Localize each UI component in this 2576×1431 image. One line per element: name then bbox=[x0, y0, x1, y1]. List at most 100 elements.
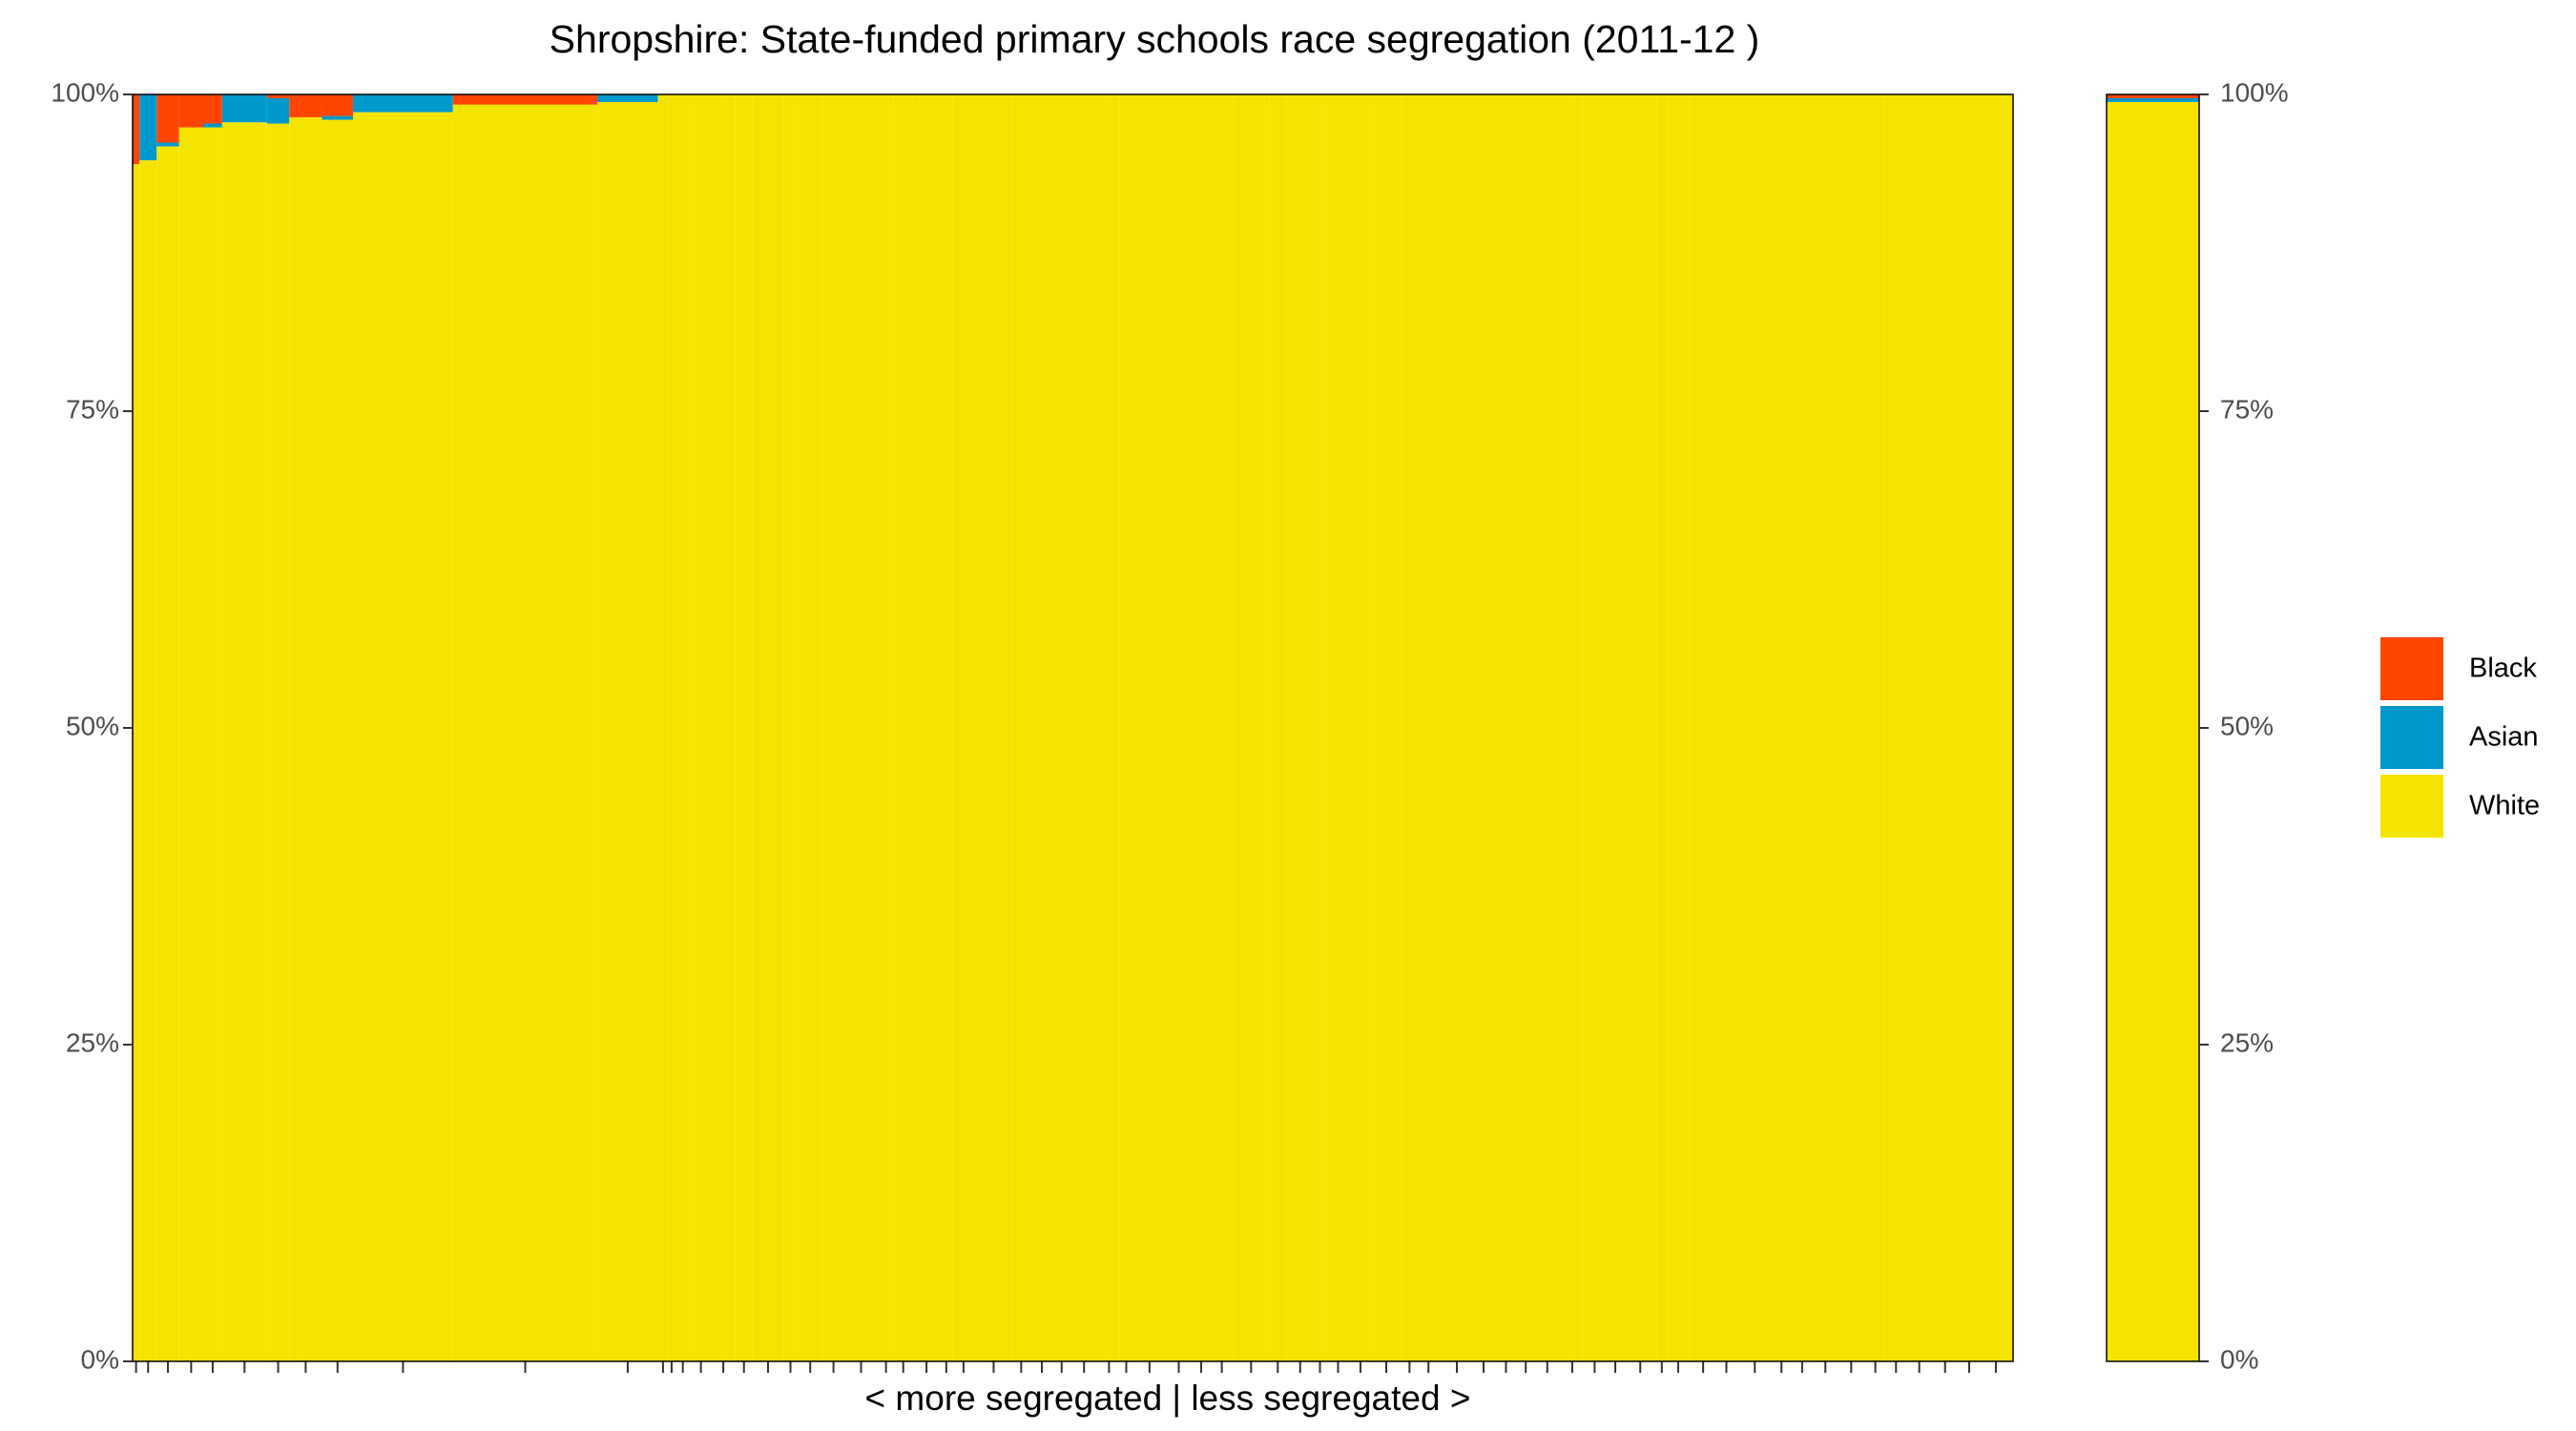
bar-segment bbox=[1562, 94, 1583, 1361]
bar-segment bbox=[912, 94, 941, 1361]
bar-segment bbox=[1029, 94, 1054, 1361]
bar-segment bbox=[1233, 94, 1270, 1361]
bar-segment bbox=[1192, 94, 1211, 1361]
bar-segment bbox=[1012, 94, 1030, 1361]
y-tick-label: 100% bbox=[51, 77, 119, 107]
bar-segment bbox=[289, 94, 322, 117]
y-tick-label: 0% bbox=[81, 1344, 119, 1374]
bar-segment bbox=[221, 122, 267, 1361]
y2-tick-label: 75% bbox=[2220, 394, 2274, 424]
bar-segment bbox=[266, 123, 290, 1362]
bar-segment bbox=[974, 94, 1013, 1361]
y2-tick-label: 50% bbox=[2220, 711, 2274, 740]
bar-segment bbox=[1607, 94, 1625, 1361]
bar-segment bbox=[1930, 94, 1961, 1361]
bar-segment bbox=[1325, 94, 1351, 1361]
bar-segment bbox=[1119, 94, 1133, 1361]
y-tick-label: 50% bbox=[66, 711, 119, 740]
bar-segment bbox=[711, 94, 736, 1361]
legend-key bbox=[2380, 637, 2443, 700]
legend-label: White bbox=[2469, 791, 2540, 821]
bar-segment bbox=[133, 94, 140, 165]
bar-segment bbox=[797, 94, 823, 1361]
y-tick-label: 25% bbox=[66, 1027, 119, 1057]
bar-segment bbox=[178, 94, 204, 128]
bar-segment bbox=[1656, 94, 1668, 1361]
bar-segment bbox=[690, 94, 712, 1361]
bar-segment bbox=[893, 94, 913, 1361]
bar-segment bbox=[657, 94, 669, 1361]
bar-segment bbox=[735, 94, 753, 1361]
chart-title: Shropshire: State-funded primary schools… bbox=[550, 17, 1760, 61]
overall-segment bbox=[2107, 101, 2199, 1361]
bar-segment bbox=[1815, 94, 1837, 1361]
bar-segment bbox=[1492, 94, 1519, 1361]
bar-segment bbox=[597, 101, 658, 1361]
bar-segment bbox=[1735, 94, 1775, 1361]
bar-segment bbox=[156, 142, 179, 147]
bar-segment bbox=[266, 94, 290, 98]
y2-tick-label: 100% bbox=[2220, 77, 2289, 107]
bar-segment bbox=[1053, 94, 1070, 1361]
bar-segment bbox=[1402, 94, 1418, 1361]
bar-segment bbox=[1689, 94, 1717, 1361]
bar-segment bbox=[1774, 94, 1790, 1361]
bar-segment bbox=[783, 94, 798, 1361]
bar-segment bbox=[1907, 94, 1931, 1361]
bar-segment bbox=[1269, 94, 1287, 1361]
bar-segment bbox=[1210, 94, 1234, 1361]
bar-segment bbox=[1314, 94, 1326, 1361]
bar-segment bbox=[221, 94, 267, 123]
bar-segment bbox=[322, 115, 354, 120]
legend-key bbox=[2380, 775, 2443, 838]
bar-segment bbox=[822, 94, 844, 1361]
bar-segment bbox=[668, 94, 675, 1361]
bar-segment bbox=[322, 94, 354, 116]
x-axis-label: < more segregated | less segregated > bbox=[865, 1379, 1471, 1418]
bar-segment bbox=[203, 94, 222, 124]
bar-segment bbox=[1417, 94, 1440, 1361]
bar-segment bbox=[1716, 94, 1736, 1361]
legend-label: Asian bbox=[2469, 722, 2539, 753]
bar-segment bbox=[139, 160, 157, 1361]
bar-segment bbox=[178, 127, 204, 1362]
bar-segment bbox=[1960, 94, 1979, 1361]
bar-segment bbox=[1532, 94, 1563, 1361]
bar-segment bbox=[452, 104, 598, 1361]
bar-segment bbox=[1518, 94, 1533, 1361]
bar-segment bbox=[1883, 94, 1908, 1361]
bar-segment bbox=[1582, 94, 1608, 1361]
legend-label: Black bbox=[2469, 653, 2537, 684]
y2-tick-label: 0% bbox=[2220, 1344, 2258, 1374]
bar-segment bbox=[353, 94, 453, 113]
bar-segment bbox=[353, 112, 453, 1361]
bar-segment bbox=[1624, 94, 1657, 1361]
bar-segment bbox=[752, 94, 784, 1361]
bar-segment bbox=[1474, 94, 1493, 1361]
bar-segment bbox=[1286, 94, 1315, 1361]
bar-segment bbox=[1667, 94, 1690, 1361]
bar-segment bbox=[940, 94, 953, 1361]
bar-segment bbox=[952, 94, 975, 1361]
bar-segment bbox=[1132, 94, 1166, 1361]
y-tick-label: 75% bbox=[66, 394, 119, 424]
bar-segment bbox=[322, 119, 354, 1361]
bar-segment bbox=[1069, 94, 1099, 1361]
bar-segment bbox=[1370, 94, 1402, 1361]
bar-segment bbox=[203, 123, 222, 128]
bar-segment bbox=[452, 94, 598, 105]
y2-tick-label: 25% bbox=[2220, 1027, 2274, 1057]
bar-segment bbox=[133, 164, 140, 1361]
bar-segment bbox=[1439, 94, 1475, 1361]
bar-segment bbox=[878, 94, 894, 1361]
bar-segment bbox=[597, 94, 658, 102]
bar-segment bbox=[1836, 94, 1867, 1361]
bar-segment bbox=[203, 127, 222, 1362]
bar-segment bbox=[156, 146, 179, 1361]
bar-segment bbox=[1165, 94, 1193, 1361]
bar-segment bbox=[266, 97, 290, 124]
bar-segment bbox=[289, 116, 322, 1361]
bar-segment bbox=[156, 94, 179, 143]
bar-segment bbox=[675, 94, 691, 1361]
